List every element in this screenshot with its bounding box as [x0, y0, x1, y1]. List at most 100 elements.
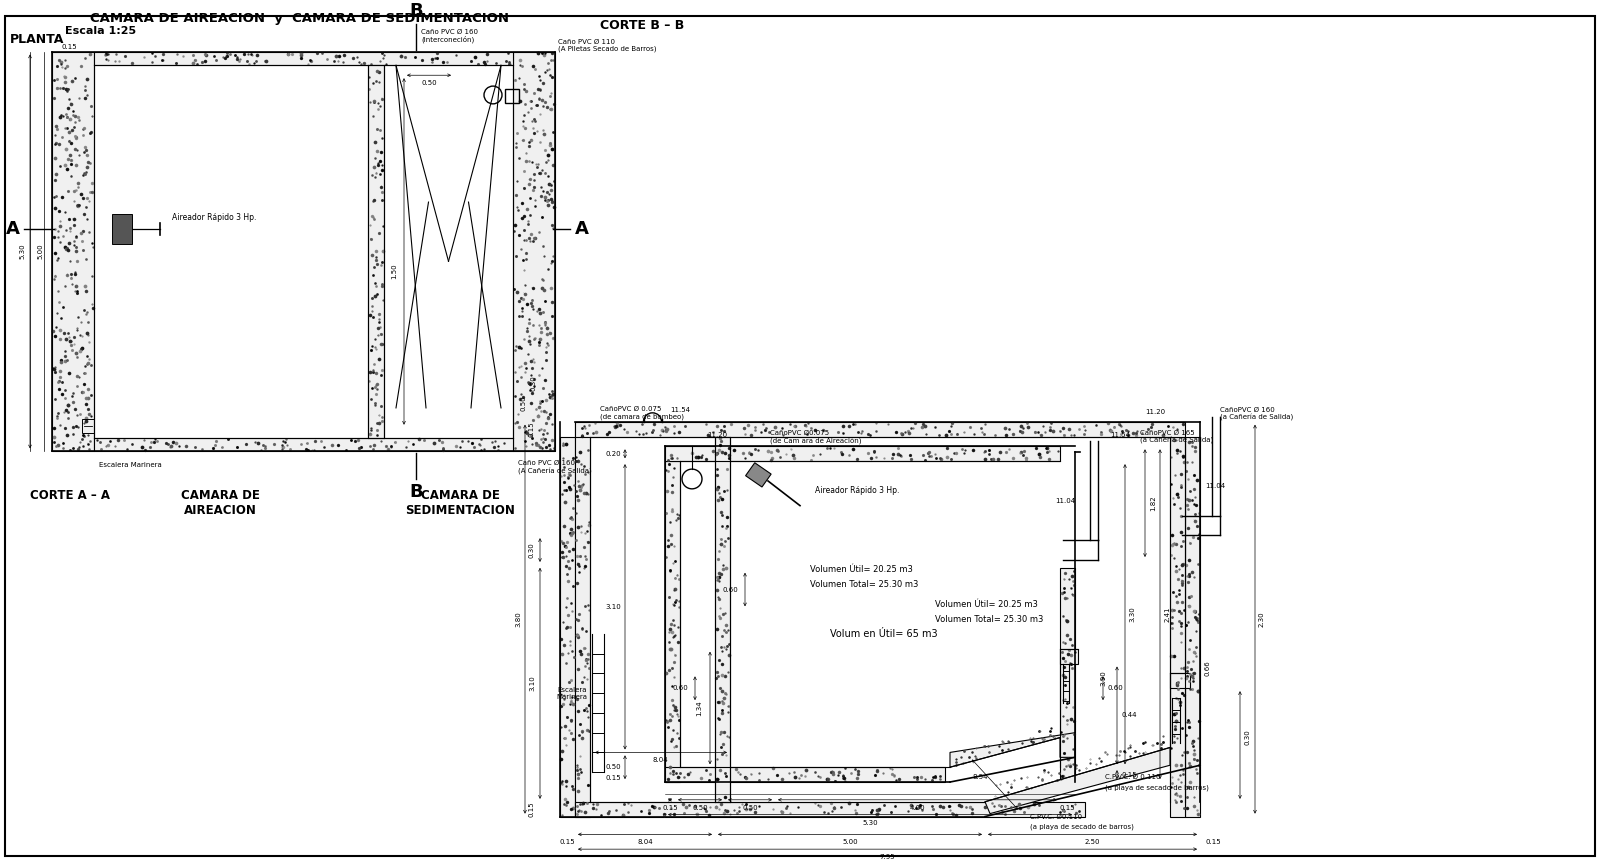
Bar	[1186, 437, 1200, 816]
Text: CañoPVC Ø 160: CañoPVC Ø 160	[1221, 407, 1275, 413]
Text: CAMARA DE AIREACION  y  CAMARA DE SEDIMENTACION: CAMARA DE AIREACION y CAMARA DE SEDIMENT…	[90, 12, 509, 25]
Text: C.PV.C. Ø0.110: C.PV.C. Ø0.110	[1030, 814, 1082, 820]
Text: Caño PVC Ø 110: Caño PVC Ø 110	[558, 39, 614, 45]
Text: CañoPVC Ø 165: CañoPVC Ø 165	[1139, 430, 1195, 436]
Bar	[506, 89, 518, 102]
Text: 3.10: 3.10	[530, 675, 534, 691]
Bar	[1059, 649, 1078, 664]
Text: 2.50: 2.50	[1085, 839, 1101, 846]
Bar	[51, 52, 94, 451]
Text: 2.30: 2.30	[1259, 611, 1266, 627]
Text: Volumen Útil= 20.25 m3: Volumen Útil= 20.25 m3	[810, 566, 914, 574]
Text: 3.80: 3.80	[515, 611, 522, 627]
Text: CañoPVC Ø 0.075: CañoPVC Ø 0.075	[600, 406, 661, 412]
Bar	[112, 214, 131, 244]
Text: Caño PVC Ø 160: Caño PVC Ø 160	[518, 460, 574, 466]
Text: PLANTA: PLANTA	[10, 33, 64, 46]
Text: CORTE A – A: CORTE A – A	[30, 489, 110, 502]
Text: (a Cañería de Salida): (a Cañería de Salida)	[1139, 437, 1213, 444]
Text: 0.15: 0.15	[62, 44, 78, 50]
Text: 0.20: 0.20	[605, 451, 621, 457]
Text: 0.15: 0.15	[662, 805, 678, 811]
Text: 0.30: 0.30	[1245, 730, 1251, 746]
Text: B: B	[410, 2, 422, 20]
Bar	[746, 462, 771, 487]
Text: (a playa de secado de barros): (a playa de secado de barros)	[1030, 823, 1134, 830]
Text: C.P.V.C. Ø 0.110: C.P.V.C. Ø 0.110	[1106, 774, 1160, 780]
Text: 0.15: 0.15	[560, 839, 576, 846]
Bar	[514, 52, 555, 451]
Text: A: A	[574, 220, 589, 238]
Text: 0.50: 0.50	[605, 765, 621, 771]
Text: B: B	[410, 483, 422, 501]
Text: 0.15: 0.15	[1205, 839, 1221, 846]
Text: 0.15: 0.15	[1122, 771, 1138, 777]
Text: 5.30: 5.30	[862, 820, 878, 826]
Text: (a Cañería de Salida): (a Cañería de Salida)	[1221, 414, 1293, 421]
Text: Escalera
Marinera: Escalera Marinera	[557, 687, 587, 700]
Bar	[666, 767, 946, 782]
Bar	[94, 437, 514, 451]
Text: 7.95: 7.95	[880, 854, 896, 860]
Text: 2.41: 2.41	[1165, 606, 1171, 622]
Text: 0.30: 0.30	[530, 542, 534, 558]
Bar	[1059, 568, 1075, 782]
Text: (A Cañería de Salida): (A Cañería de Salida)	[518, 468, 592, 474]
Text: 11.04: 11.04	[1054, 498, 1075, 504]
Text: Aireador Rápido 3 Hp.: Aireador Rápido 3 Hp.	[173, 213, 256, 222]
Text: Volum en Útil= 65 m3: Volum en Útil= 65 m3	[830, 629, 938, 639]
Text: 11.54: 11.54	[670, 407, 690, 413]
Text: 1.50: 1.50	[390, 263, 397, 279]
Bar	[560, 437, 574, 816]
Text: 1.82: 1.82	[1150, 495, 1155, 511]
Text: 4.00: 4.00	[910, 805, 925, 811]
Text: 8.04: 8.04	[637, 839, 653, 846]
Text: CAMARA DE
AIREACION: CAMARA DE AIREACION	[181, 489, 259, 517]
Text: 0.66: 0.66	[1205, 660, 1211, 677]
Text: 11.20: 11.20	[707, 431, 726, 437]
Text: 8.54: 8.54	[973, 774, 987, 780]
Bar	[1170, 437, 1186, 816]
Text: (de Cam ara de Aireación): (de Cam ara de Aireación)	[770, 437, 861, 444]
Text: 0.60: 0.60	[672, 685, 688, 691]
Text: Volumen Útil= 20.25 m3: Volumen Útil= 20.25 m3	[934, 600, 1038, 609]
Polygon shape	[986, 747, 1170, 814]
Bar	[94, 52, 514, 65]
Text: (de camara de bombeo): (de camara de bombeo)	[600, 413, 685, 420]
Text: CañoPVC Ø0.075: CañoPVC Ø0.075	[770, 430, 829, 436]
Text: 0.50: 0.50	[421, 80, 437, 86]
Text: 11.04: 11.04	[1205, 483, 1226, 489]
Text: 5.00: 5.00	[842, 839, 858, 846]
Text: CAMARA DE
SEDIMENTACION: CAMARA DE SEDIMENTACION	[405, 489, 515, 517]
Polygon shape	[950, 733, 1075, 767]
Text: 1.34: 1.34	[696, 700, 702, 715]
Bar	[574, 802, 1085, 816]
Text: Escalera Marinera: Escalera Marinera	[99, 462, 162, 468]
Bar	[82, 418, 94, 432]
Text: 5.30: 5.30	[19, 244, 26, 259]
Text: Volumen Total= 25.30 m3: Volumen Total= 25.30 m3	[934, 615, 1043, 623]
Text: Escala 1:25: Escala 1:25	[66, 26, 136, 36]
Text: Caño PVC Ø 160: Caño PVC Ø 160	[421, 28, 478, 34]
Text: 0.15: 0.15	[530, 421, 534, 437]
Text: 0.30: 0.30	[531, 375, 538, 391]
Text: 0.50: 0.50	[742, 805, 758, 811]
Bar	[574, 422, 590, 816]
Text: 8.04: 8.04	[653, 758, 667, 764]
Bar	[666, 446, 1059, 461]
Text: 0.15: 0.15	[1059, 805, 1075, 811]
Text: (a playa de secado de barros): (a playa de secado de barros)	[1106, 784, 1210, 791]
Bar	[574, 422, 1186, 437]
Text: Aireador Rápido 3 Hp.: Aireador Rápido 3 Hp.	[814, 486, 899, 495]
Text: 3.30: 3.30	[1130, 606, 1134, 623]
Text: 0.15: 0.15	[605, 775, 621, 781]
Text: 0.60: 0.60	[722, 586, 738, 592]
Text: 11.54: 11.54	[1110, 431, 1130, 437]
Text: 5.00: 5.00	[37, 244, 43, 259]
Text: Volumen Total= 25.30 m3: Volumen Total= 25.30 m3	[810, 580, 918, 589]
Bar	[368, 65, 384, 437]
Bar	[666, 461, 680, 782]
Bar	[1170, 673, 1190, 688]
Text: 3.90: 3.90	[1101, 671, 1106, 686]
Text: 11.20: 11.20	[1146, 409, 1165, 415]
